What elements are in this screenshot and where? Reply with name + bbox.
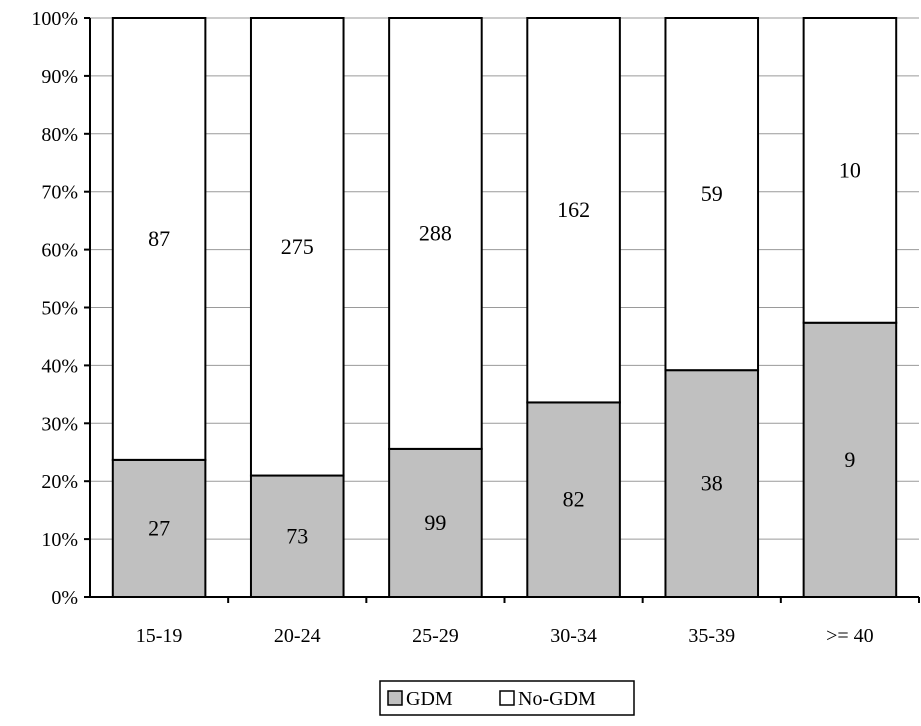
data-label-no-gdm: 288 xyxy=(419,220,452,245)
data-label-gdm: 82 xyxy=(563,487,585,512)
x-tick-label: 35-39 xyxy=(688,625,735,647)
legend: GDM No-GDM xyxy=(379,680,635,716)
x-tick-label: >= 40 xyxy=(826,625,874,647)
y-tick-label: 70% xyxy=(41,182,78,204)
data-labels: 27 87 73 275 99 288 82 162 38 59 9 10 xyxy=(148,157,861,548)
data-label-gdm: 38 xyxy=(701,471,723,496)
data-label-no-gdm: 275 xyxy=(281,234,314,259)
x-tick-label: 30-34 xyxy=(550,625,597,647)
bar-no-gdm xyxy=(249,17,345,477)
legend-swatch xyxy=(499,690,515,706)
bar-gdm xyxy=(802,321,898,598)
data-label-no-gdm: 10 xyxy=(839,157,861,182)
gridlines xyxy=(90,17,919,540)
y-tick-label: 40% xyxy=(41,355,78,377)
legend-label: No-GDM xyxy=(518,688,596,710)
bar-no-gdm xyxy=(664,17,760,372)
y-tick-label: 100% xyxy=(31,8,78,30)
data-label-gdm: 27 xyxy=(148,515,170,540)
x-tick-label: 15-19 xyxy=(136,625,183,647)
y-tick-label: 0% xyxy=(51,587,78,609)
y-tick-label: 60% xyxy=(41,240,78,262)
data-label-no-gdm: 59 xyxy=(701,181,723,206)
bar-no-gdm xyxy=(388,17,483,450)
y-tick-label: 10% xyxy=(41,529,78,551)
data-label-gdm: 9 xyxy=(844,447,855,472)
data-label-no-gdm: 87 xyxy=(148,226,170,251)
bar-no-gdm xyxy=(526,17,621,404)
y-tick-label: 90% xyxy=(41,66,78,88)
bar-gdm xyxy=(664,369,760,598)
y-tick-label: 30% xyxy=(41,413,78,435)
bar-gdm xyxy=(526,401,621,598)
y-tick-label: 50% xyxy=(41,298,78,320)
axes: 0% 10% 20% 30% 40% 50% 60% 70% 80% 90% 100% 15-19 20… xyxy=(31,8,920,647)
data-label-gdm: 73 xyxy=(286,523,308,548)
x-tick-label: 25-29 xyxy=(412,625,459,647)
legend-label: GDM xyxy=(406,688,453,710)
data-label-no-gdm: 162 xyxy=(557,197,590,222)
bar-gdm xyxy=(388,447,483,598)
legend-swatch xyxy=(387,690,403,706)
data-label-gdm: 99 xyxy=(424,510,446,535)
x-tick-label: 20-24 xyxy=(274,625,321,647)
y-tick-label: 20% xyxy=(41,471,78,493)
bar-no-gdm xyxy=(802,17,898,324)
y-tick-label: 80% xyxy=(41,124,78,146)
bars xyxy=(111,17,898,598)
bar-no-gdm xyxy=(111,17,207,461)
